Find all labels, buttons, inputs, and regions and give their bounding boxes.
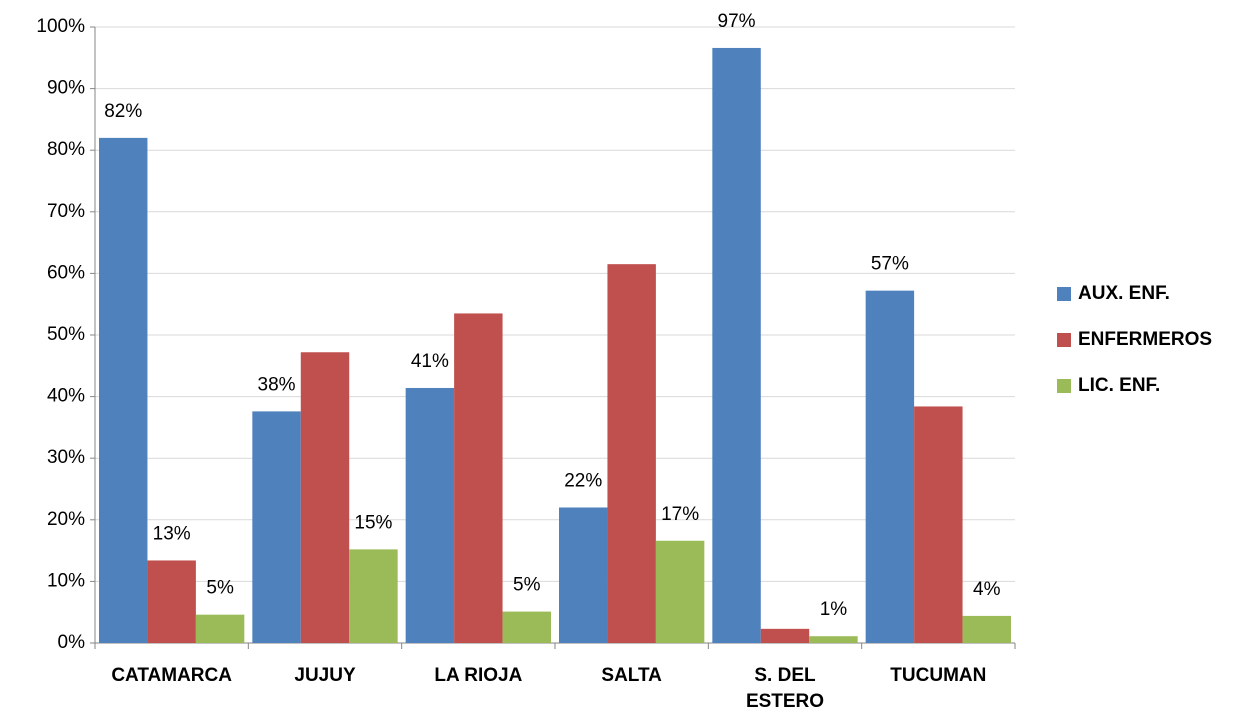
data-label: 5%	[513, 575, 541, 596]
bar	[914, 406, 963, 643]
data-label: 13%	[153, 523, 191, 544]
y-tick-label: 90%	[47, 78, 85, 99]
data-label: 17%	[661, 504, 699, 525]
data-label: 1%	[820, 599, 848, 620]
data-label: 5%	[206, 578, 234, 599]
y-tick-label: 20%	[47, 509, 85, 530]
x-tick-label: TUCUMAN	[890, 665, 987, 686]
data-label: 97%	[718, 11, 756, 32]
bar	[865, 290, 915, 643]
x-tick-label: SALTA	[601, 665, 662, 686]
bar	[454, 313, 503, 643]
bar	[559, 507, 608, 643]
legend-label: ENFERMEROS	[1078, 329, 1212, 350]
data-label: 57%	[871, 254, 909, 275]
legend-label: AUX. ENF.	[1078, 283, 1170, 304]
bar	[99, 137, 148, 643]
bar	[195, 614, 245, 643]
y-tick-label: 40%	[47, 386, 85, 407]
legend-swatch	[1057, 379, 1071, 393]
data-label: 22%	[564, 470, 602, 491]
x-tick-label: CATAMARCA	[111, 665, 232, 686]
y-tick-label: 30%	[47, 447, 85, 468]
x-tick-label: JUJUY	[294, 665, 356, 686]
y-tick-label: 100%	[36, 16, 85, 37]
bar	[809, 636, 858, 643]
y-tick-label: 70%	[47, 201, 85, 222]
bar	[405, 387, 455, 643]
bar	[760, 628, 810, 643]
data-label: 41%	[411, 351, 449, 372]
y-tick-label: 50%	[47, 324, 85, 345]
bar	[502, 611, 551, 643]
y-tick-label: 0%	[58, 632, 86, 653]
legend-label: LIC. ENF.	[1078, 375, 1160, 396]
bar	[655, 540, 705, 643]
bar	[607, 264, 656, 643]
y-tick-label: 60%	[47, 262, 85, 283]
legend-swatch	[1057, 333, 1071, 347]
bar	[962, 615, 1011, 643]
bar	[300, 352, 350, 643]
bar	[712, 47, 761, 644]
bar	[349, 549, 398, 643]
bar	[147, 560, 196, 643]
legend-swatch	[1057, 287, 1071, 301]
data-label: 15%	[354, 512, 392, 533]
bar	[252, 411, 301, 643]
x-tick-label: S. DEL ESTERO	[745, 665, 825, 712]
data-label: 38%	[258, 374, 296, 395]
data-label: 82%	[104, 101, 142, 122]
x-tick-label: LA RIOJA	[434, 665, 523, 686]
y-tick-label: 80%	[47, 139, 85, 160]
data-label: 4%	[973, 579, 1001, 600]
y-tick-label: 10%	[47, 570, 85, 591]
